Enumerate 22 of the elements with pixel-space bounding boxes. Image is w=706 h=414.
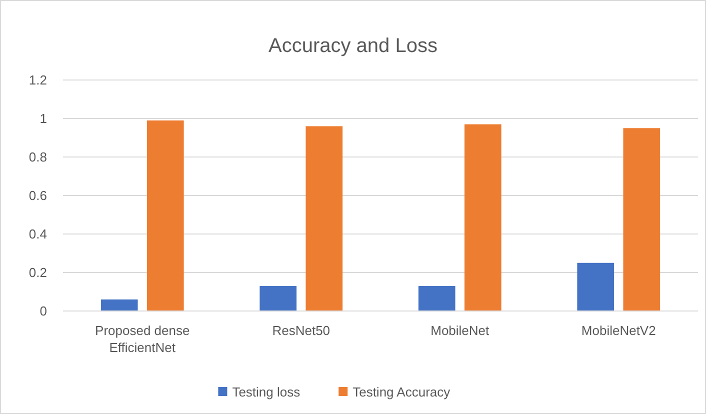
y-tick-label: 0.8: [28, 150, 47, 165]
x-tick-label: Proposed dense EfficientNet: [95, 323, 190, 355]
y-tick-label: 0.2: [28, 265, 47, 280]
bar: [623, 128, 660, 311]
bar: [464, 124, 502, 311]
x-tick-label: MobileNetV2: [581, 323, 656, 338]
y-tick-label: 0.4: [28, 226, 47, 242]
bar: [306, 126, 343, 311]
x-tick-label: MobileNet: [430, 323, 490, 338]
x-tick-label: ResNet50: [272, 323, 330, 338]
bar: [146, 120, 184, 311]
bar: [260, 286, 297, 311]
legend-label: Testing loss: [232, 384, 301, 400]
legend-label: Testing Accuracy: [352, 384, 451, 400]
bar: [100, 299, 138, 311]
bar: [418, 286, 456, 311]
y-tick-label: 1: [40, 111, 47, 126]
bar: [577, 262, 614, 311]
y-tick-label: 0: [40, 304, 47, 319]
y-tick-label: 1.2: [28, 72, 47, 88]
y-tick-label: 0.6: [28, 188, 47, 204]
chart-title: Accuracy and Loss: [268, 35, 438, 57]
